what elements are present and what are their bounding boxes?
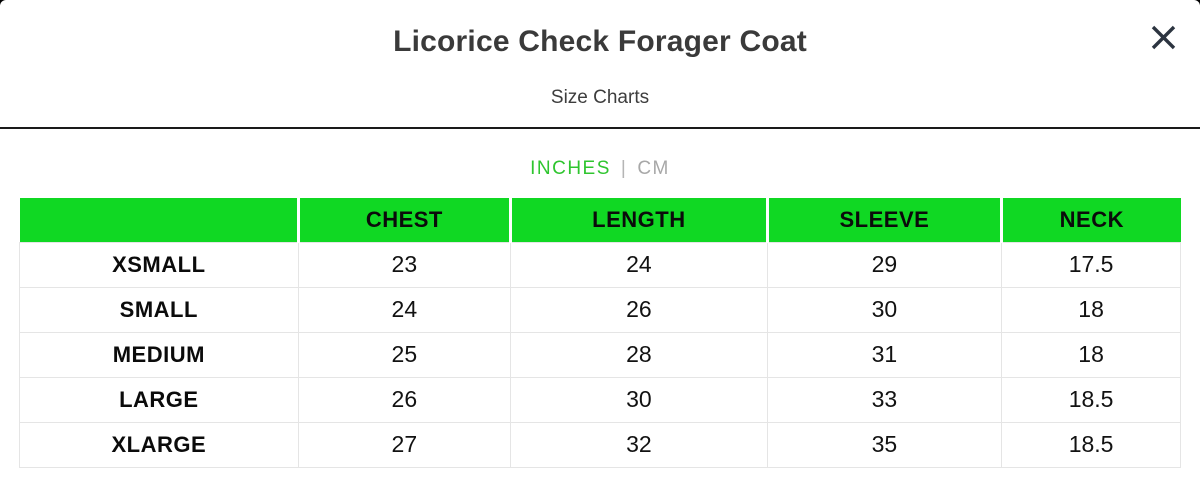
value-cell: 18.5 [1001,376,1181,423]
table-row: XLARGE 27 32 35 18.5 [19,421,1181,468]
unit-option-cm[interactable]: CM [637,158,670,179]
value-cell: 25 [297,331,512,378]
size-cell: SMALL [19,286,299,333]
column-header-sleeve: SLEEVE [765,198,1002,242]
modal-subtitle: Size Charts [550,87,650,108]
value-cell: 30 [766,286,1003,333]
close-button[interactable] [1144,18,1182,56]
value-cell: 35 [766,421,1003,468]
value-cell: 27 [297,421,512,468]
value-cell: 31 [766,331,1003,378]
value-cell: 26 [510,286,768,333]
value-cell: 30 [510,376,768,423]
column-header-chest: CHEST [296,198,511,242]
units-toggle: INCHES | CM [0,158,1200,180]
close-icon [1150,24,1177,51]
value-cell: 18 [1001,286,1181,333]
value-cell: 18 [1001,331,1181,378]
column-header-length: LENGTH [509,198,768,242]
value-cell: 33 [766,376,1003,423]
value-cell: 28 [510,331,768,378]
size-cell: XLARGE [19,421,299,468]
value-cell: 29 [766,241,1003,288]
size-cell: LARGE [19,376,299,423]
units-separator: | [620,158,628,179]
size-chart-table: CHEST LENGTH SLEEVE NECK XSMALL 23 24 29 17.5 SM… [19,198,1181,468]
value-cell: 18.5 [1001,421,1181,468]
modal-header: Licorice Check Forager Coat Size Charts [0,0,1200,129]
value-cell: 23 [297,241,512,288]
column-header-neck: NECK [1000,198,1181,242]
value-cell: 32 [510,421,768,468]
size-cell: MEDIUM [19,331,299,378]
value-cell: 24 [297,286,512,333]
table-row: XSMALL 23 24 29 17.5 [19,241,1181,288]
value-cell: 26 [297,376,512,423]
unit-option-inches[interactable]: INCHES [530,158,611,179]
table-row: MEDIUM 25 28 31 18 [19,331,1181,378]
size-cell: XSMALL [19,241,299,288]
column-header-size [19,198,299,242]
table-row: SMALL 24 26 30 18 [19,286,1181,333]
value-cell: 17.5 [1001,241,1181,288]
table-row: LARGE 26 30 33 18.5 [19,376,1181,423]
table-header-row: CHEST LENGTH SLEEVE NECK [19,198,1181,242]
value-cell: 24 [510,241,768,288]
page-title: Licorice Check Forager Coat [393,25,807,58]
